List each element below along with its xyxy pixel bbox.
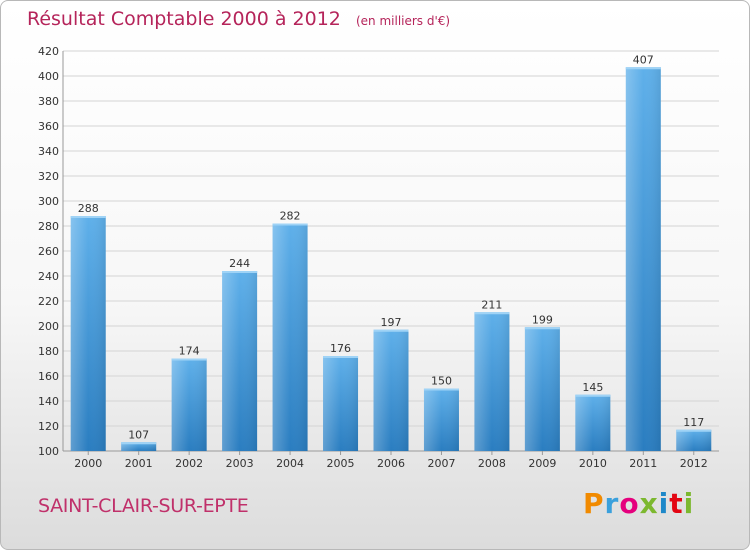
y-tick-label: 380 — [38, 95, 59, 108]
x-tick-label: 2000 — [74, 457, 102, 470]
data-label: 197 — [381, 316, 402, 329]
bar-top-edge — [423, 388, 459, 391]
bar-top-edge — [222, 271, 258, 273]
chart-title: Résultat Comptable 2000 à 2012 (en milli… — [27, 8, 450, 30]
y-tick-label: 420 — [38, 45, 59, 58]
data-label: 117 — [683, 416, 704, 429]
data-label: 199 — [532, 313, 553, 326]
bar-top-edge — [171, 358, 207, 361]
y-tick-label: 100 — [38, 445, 59, 458]
y-tick-label: 140 — [38, 395, 59, 408]
chart-title-main: Résultat Comptable 2000 à 2012 — [27, 8, 341, 30]
data-label: 288 — [78, 202, 99, 215]
bar-top-edge — [575, 394, 611, 397]
bar-top-edge — [70, 216, 106, 218]
y-tick-label: 160 — [38, 370, 59, 383]
x-tick-label: 2005 — [327, 457, 355, 470]
bar-shine — [272, 223, 308, 451]
x-tick-label: 2007 — [427, 457, 455, 470]
x-tick-label: 2010 — [579, 457, 607, 470]
y-tick-label: 400 — [38, 70, 59, 83]
bar-shine — [575, 394, 611, 451]
y-tick-label: 200 — [38, 320, 59, 333]
x-tick-label: 2012 — [680, 457, 708, 470]
bar-shine — [222, 271, 258, 451]
bar-shine — [423, 388, 459, 451]
y-tick-label: 320 — [38, 170, 59, 183]
x-tick-label: 2006 — [377, 457, 405, 470]
x-tick-label: 2004 — [276, 457, 304, 470]
proxiti-logo: Proxiti — [583, 487, 694, 520]
logo-letter: o — [619, 487, 640, 520]
bar-shine — [474, 312, 510, 451]
data-label: 174 — [179, 345, 200, 358]
logo-letter: x — [639, 487, 659, 520]
bar-shine — [373, 329, 409, 451]
bar-top-edge — [676, 429, 712, 432]
logo-letter: P — [583, 487, 605, 520]
bar-top-edge — [373, 329, 409, 332]
city-name: SAINT-CLAIR-SUR-EPTE — [38, 495, 249, 517]
bar-shine — [524, 327, 560, 451]
y-tick-label: 220 — [38, 295, 59, 308]
data-label: 150 — [431, 375, 452, 388]
y-tick-label: 340 — [38, 145, 59, 158]
bar-shine — [625, 67, 661, 451]
y-tick-label: 260 — [38, 245, 59, 258]
data-label: 244 — [229, 257, 250, 270]
data-label: 145 — [582, 381, 603, 394]
x-tick-label: 2002 — [175, 457, 203, 470]
data-label: 176 — [330, 342, 351, 355]
y-tick-label: 240 — [38, 270, 59, 283]
x-tick-label: 2008 — [478, 457, 506, 470]
bar-top-edge — [272, 223, 308, 226]
x-tick-label: 2009 — [528, 457, 556, 470]
x-tick-label: 2011 — [629, 457, 657, 470]
bar-top-edge — [121, 442, 157, 445]
logo-letter: r — [604, 487, 620, 520]
bar-shine — [121, 442, 157, 451]
data-label: 107 — [128, 428, 149, 441]
data-label: 407 — [633, 53, 654, 66]
x-tick-label: 2001 — [125, 457, 153, 470]
logo-letter: i — [658, 487, 670, 520]
y-tick-label: 280 — [38, 220, 59, 233]
logo-letter: t — [669, 487, 684, 520]
y-tick-label: 120 — [38, 420, 59, 433]
logo-letter: i — [683, 487, 695, 520]
y-tick-label: 360 — [38, 120, 59, 133]
bar-shine — [676, 429, 712, 451]
data-label: 211 — [481, 298, 502, 311]
data-label: 282 — [280, 210, 301, 223]
bar-shine — [323, 356, 359, 451]
y-tick-label: 180 — [38, 345, 59, 358]
bar-top-edge — [474, 312, 510, 315]
bar-top-edge — [323, 356, 359, 358]
bar-top-edge — [625, 67, 661, 70]
y-tick-label: 300 — [38, 195, 59, 208]
bar-shine — [70, 216, 106, 451]
bar-shine — [171, 358, 207, 451]
chart-title-unit: (en milliers d'€) — [355, 14, 451, 28]
x-tick-label: 2003 — [226, 457, 254, 470]
bar-top-edge — [524, 327, 560, 330]
